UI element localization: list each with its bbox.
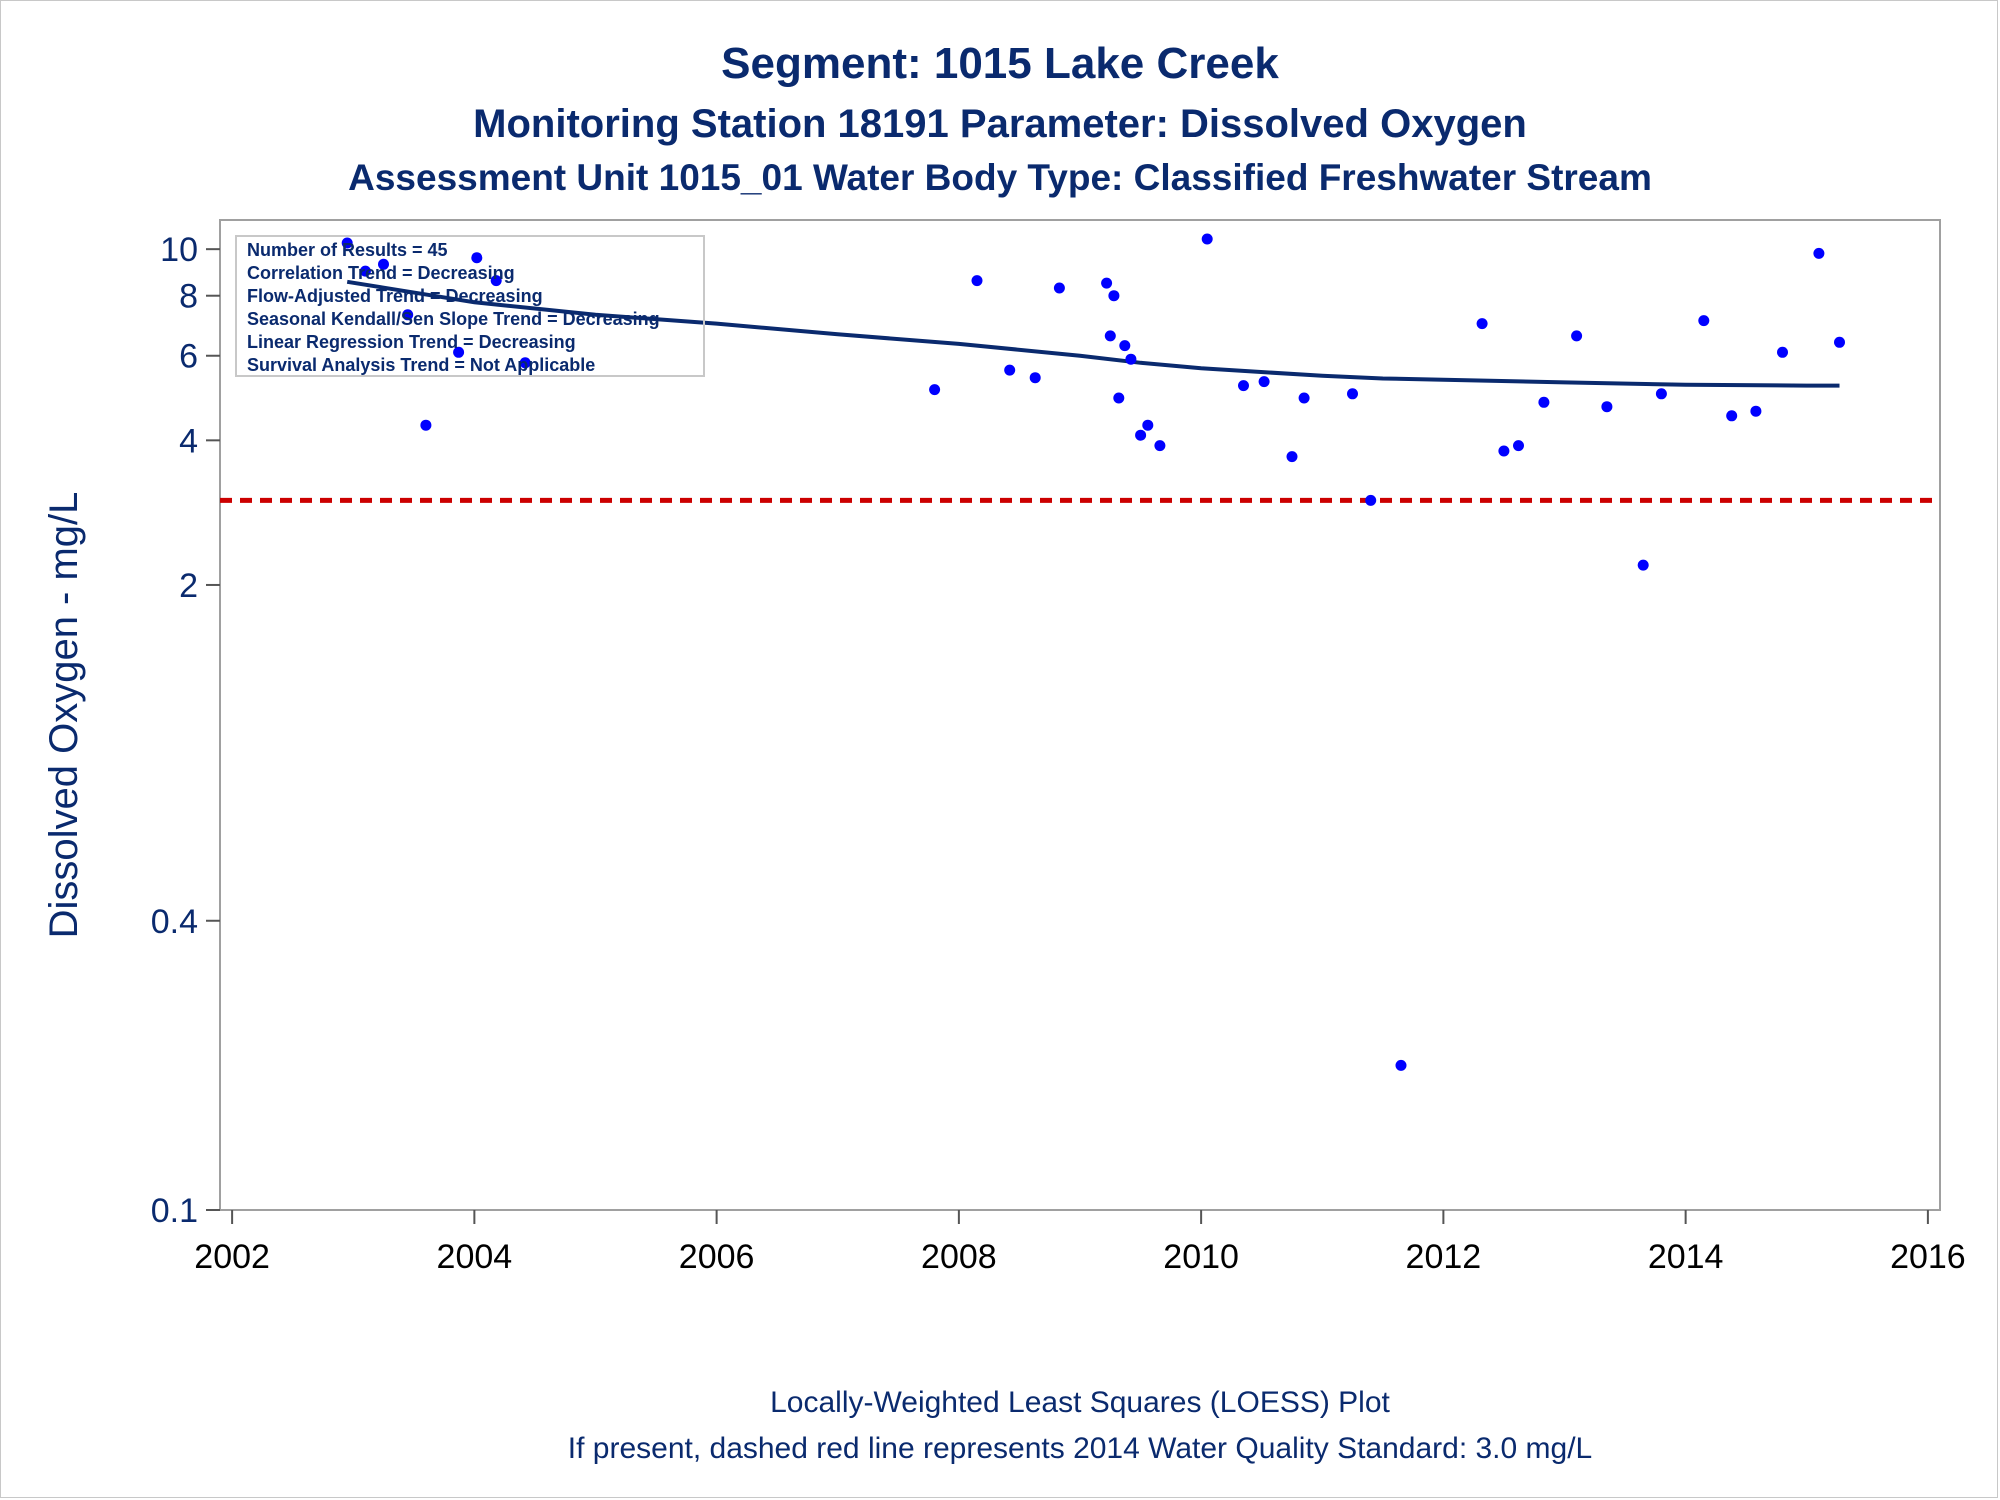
data-point [1476, 318, 1488, 330]
x-tick-label: 2014 [1648, 1238, 1724, 1276]
data-point [402, 309, 414, 321]
data-point [1108, 290, 1120, 302]
chart-title: Segment: 1015 Lake Creek [721, 39, 1279, 88]
stats-box-border [235, 235, 705, 377]
loess-line-layer [346, 279, 1840, 388]
data-point [1142, 419, 1154, 431]
data-point [1750, 405, 1762, 417]
data-point [341, 237, 353, 249]
data-point [378, 258, 389, 270]
y-tick-label: 0.1 [151, 1192, 198, 1230]
data-point [1101, 277, 1113, 289]
x-tick-label: 2002 [194, 1238, 270, 1276]
data-point [1298, 392, 1310, 404]
data-point [1365, 494, 1377, 506]
data-point [1698, 315, 1710, 327]
y-axis: 0.1 0.4 2 4 6 8 10 [151, 231, 220, 1230]
data-point [1347, 388, 1358, 400]
data-point [359, 265, 371, 277]
x-tick-label: 2010 [1163, 1238, 1239, 1276]
data-point [1538, 396, 1550, 408]
data-point [471, 252, 483, 264]
data-point [1637, 559, 1649, 571]
stats-box-line: Linear Regression Trend = Decreasing [247, 332, 576, 352]
data-point [929, 384, 941, 396]
stats-box-line: Flow-Adjusted Trend = Decreasing [247, 286, 543, 306]
data-point [1119, 340, 1131, 352]
data-point [1513, 440, 1524, 452]
stats-box-line: Correlation Trend = Decreasing [247, 263, 515, 283]
y-tick-label: 8 [179, 278, 198, 316]
x-tick-label: 2012 [1406, 1238, 1482, 1276]
data-point [1571, 330, 1583, 342]
y-tick-label: 4 [179, 422, 198, 460]
stats-box-line: Survival Analysis Trend = Not Applicable [247, 355, 595, 375]
y-axis-label: Dissolved Oxygen - mg/L [42, 492, 86, 939]
data-point [971, 275, 983, 287]
stats-box: Number of Results = 45 Correlation Trend … [235, 235, 705, 377]
data-point [1286, 451, 1298, 463]
footnote-2: If present, dashed red line represents 2… [568, 1432, 1592, 1465]
data-point [490, 275, 502, 287]
data-point [519, 357, 531, 369]
stats-box-line: Number of Results = 45 [247, 240, 448, 260]
data-point [420, 419, 432, 431]
plot-area [219, 219, 1941, 1211]
stats-box-line: Seasonal Kendall/Sen Slope Trend = Decre… [247, 309, 660, 329]
data-point [1053, 282, 1065, 294]
data-point [1777, 346, 1788, 358]
data-point [1498, 445, 1510, 457]
data-point [1655, 388, 1667, 400]
footnote-1: Locally-Weighted Least Squares (LOESS) P… [770, 1386, 1390, 1419]
data-point [1113, 392, 1125, 404]
y-tick-label: 10 [160, 231, 198, 269]
y-tick-label: 6 [179, 338, 198, 376]
data-point [1238, 380, 1249, 392]
x-tick-label: 2008 [921, 1238, 997, 1276]
loess-line [346, 279, 1840, 388]
data-point [1004, 364, 1016, 376]
data-point [1029, 372, 1041, 384]
data-point [1104, 330, 1116, 342]
chart-subtitle: Monitoring Station 18191 Parameter: Diss… [473, 102, 1527, 146]
chart-subtitle-2: Assessment Unit 1015_01 Water Body Type:… [348, 157, 1652, 198]
data-point [1395, 1059, 1407, 1071]
x-tick-label: 2006 [679, 1238, 755, 1276]
data-point [1201, 233, 1213, 245]
x-axis: 2002 2004 2006 2008 2010 2012 2014 2016 [194, 1210, 1966, 1276]
data-point [1813, 247, 1825, 259]
data-point [1726, 410, 1738, 422]
y-tick-label: 0.4 [151, 903, 198, 941]
data-point [1601, 401, 1613, 413]
x-tick-label: 2016 [1890, 1238, 1966, 1276]
data-point [1834, 336, 1845, 348]
data-point [1154, 440, 1166, 452]
data-point [1125, 353, 1137, 365]
data-point [1258, 376, 1270, 388]
x-tick-label: 2004 [437, 1238, 513, 1276]
data-point [453, 346, 465, 358]
y-tick-label: 2 [179, 567, 198, 605]
data-point [1135, 429, 1147, 441]
data-points-layer [341, 233, 1845, 1071]
